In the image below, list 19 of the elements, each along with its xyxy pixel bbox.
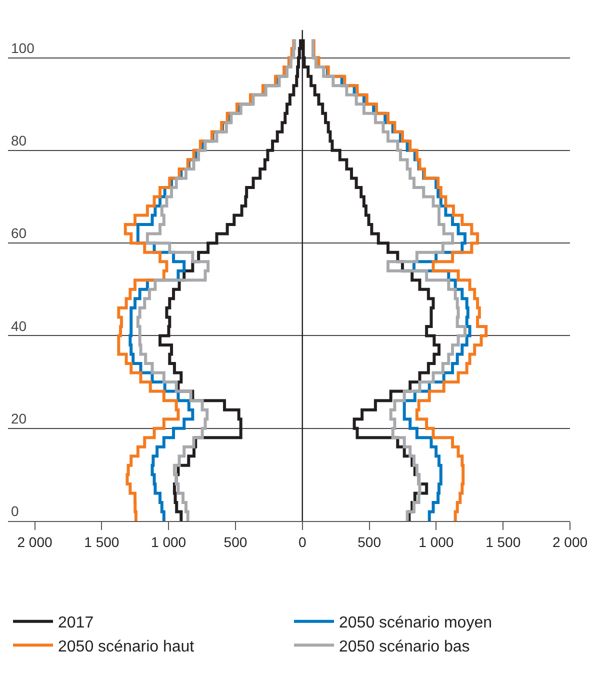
y-tick-label: 40 [11,318,27,334]
y-tick-label: 80 [11,132,27,149]
x-tick-label: 0 [298,534,306,550]
x-tick-label: 2 000 [552,534,588,550]
x-tick-label: 1 000 [418,534,454,550]
x-tick-label: 1 500 [84,534,120,550]
legend-label: 2050 scénario haut [58,638,195,656]
x-tick-label: 2 000 [17,534,52,550]
legend-label: 2017 [58,614,94,632]
y-tick-label: 60 [11,225,27,242]
y-tick-label: 100 [11,40,35,56]
y-tick-label: 20 [11,410,27,426]
legend-label: 2050 scénario moyen [339,614,492,632]
x-tick-label: 500 [224,534,248,550]
x-tick-label: 500 [358,534,382,550]
y-tick-label: 0 [11,503,19,520]
x-tick-label: 1 500 [486,534,521,550]
legend-label: 2050 scénario bas [339,638,470,656]
x-tick-label: 1 000 [151,534,186,550]
